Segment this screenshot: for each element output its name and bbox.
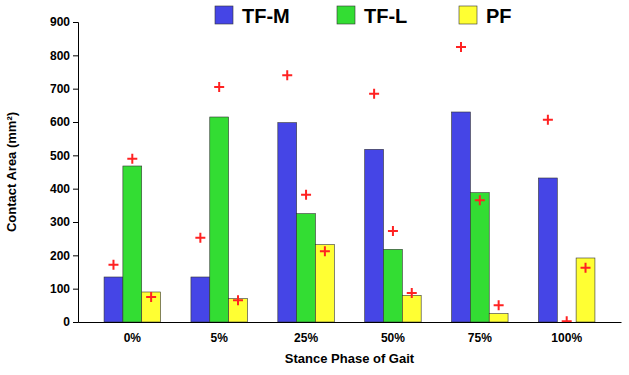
- tick-label: 200: [50, 249, 70, 263]
- marker: [320, 246, 330, 256]
- chart: 0 100 200 300 400 500 600 700 800 900 0% 5% 25% 50% 75…: [0, 0, 629, 375]
- bar-series: [142, 245, 595, 322]
- marker: [195, 233, 205, 243]
- bar: [452, 112, 471, 322]
- tick-label: 25%: [294, 331, 318, 345]
- tick: 900: [50, 15, 78, 29]
- tick-label: 5%: [211, 331, 229, 345]
- bar: [191, 277, 210, 322]
- marker: [407, 288, 417, 298]
- bar: [104, 277, 123, 322]
- bar: [384, 249, 403, 322]
- tick-label: 75%: [468, 331, 492, 345]
- marker: [456, 42, 466, 52]
- tick: 500: [50, 149, 78, 163]
- tick-label: 800: [50, 49, 70, 63]
- tick-mark: [73, 255, 78, 256]
- legend-swatch: [459, 6, 477, 24]
- legend-swatch: [215, 6, 233, 24]
- bar-series: [123, 117, 489, 322]
- marker: [581, 263, 591, 273]
- tick-mark: [73, 122, 78, 123]
- marker: [214, 82, 224, 92]
- marker: [282, 70, 292, 80]
- tick: 700: [50, 82, 78, 96]
- tick: 300: [50, 215, 78, 229]
- tick: 600: [50, 115, 78, 129]
- bar: [365, 149, 384, 322]
- bar: [142, 292, 161, 322]
- bar: [470, 193, 489, 322]
- tick-label: 100: [50, 282, 70, 296]
- marker: [233, 295, 243, 305]
- plot-area: [104, 42, 595, 322]
- tick-mark: [73, 222, 78, 223]
- x-axis-title: Stance Phase of Gait: [285, 351, 415, 366]
- y-axis-title: Contact Area (mm²): [4, 112, 19, 232]
- tick-label: 0: [63, 315, 70, 329]
- tick: 100: [50, 282, 78, 296]
- tick: 50%: [381, 322, 405, 345]
- tick-mark: [73, 322, 78, 323]
- bar: [297, 214, 316, 322]
- marker-series: [146, 246, 590, 310]
- tick-label: 100%: [551, 331, 582, 345]
- tick: 800: [50, 49, 78, 63]
- x-axis: 0% 5% 25% 50% 75% 100%: [79, 322, 622, 345]
- tick: 25%: [294, 322, 318, 345]
- tick-mark: [73, 89, 78, 90]
- marker: [475, 195, 485, 205]
- tick-label: 400: [50, 182, 70, 196]
- tick-label: 700: [50, 82, 70, 96]
- tick-label: 50%: [381, 331, 405, 345]
- tick: 400: [50, 182, 78, 196]
- marker: [543, 115, 553, 125]
- bar: [278, 123, 297, 322]
- marker-series: [108, 42, 552, 270]
- bar: [489, 314, 508, 322]
- bar: [123, 166, 142, 322]
- tick-mark: [73, 55, 78, 56]
- tick-mark: [73, 289, 78, 290]
- tick-mark: [73, 189, 78, 190]
- tick: 0: [63, 315, 78, 329]
- bar: [210, 117, 229, 322]
- axis-line: [73, 23, 79, 323]
- bar: [315, 245, 334, 322]
- tick-mark: [73, 22, 78, 23]
- tick-label: 0%: [124, 331, 142, 345]
- marker: [369, 89, 379, 99]
- marker: [388, 226, 398, 236]
- tick: 100%: [551, 322, 582, 345]
- tick-mark: [73, 155, 78, 156]
- marker: [562, 316, 572, 322]
- legend-label: TF-L: [364, 5, 407, 27]
- tick-label: 900: [50, 15, 70, 29]
- marker: [146, 292, 156, 302]
- marker: [108, 260, 118, 270]
- tick-label: 600: [50, 115, 70, 129]
- tick-label: 500: [50, 149, 70, 163]
- bar-series: [104, 112, 557, 322]
- bar: [538, 178, 557, 322]
- tick: 0%: [124, 322, 142, 345]
- legend-swatch: [337, 6, 355, 24]
- marker: [127, 154, 137, 164]
- legend-label: TF-M: [242, 5, 290, 27]
- marker: [301, 190, 311, 200]
- tick: 75%: [468, 322, 492, 345]
- marker-series: [127, 82, 571, 322]
- tick: 5%: [211, 322, 229, 345]
- tick: 200: [50, 249, 78, 263]
- bar: [402, 295, 421, 322]
- marker: [494, 300, 504, 310]
- bar: [576, 258, 595, 322]
- y-axis: 0 100 200 300 400 500 600 700 800 900: [50, 15, 79, 329]
- axis-line: [79, 322, 622, 323]
- legend: TF-M TF-L PF: [215, 5, 512, 27]
- legend-label: PF: [486, 5, 512, 27]
- tick-label: 300: [50, 215, 70, 229]
